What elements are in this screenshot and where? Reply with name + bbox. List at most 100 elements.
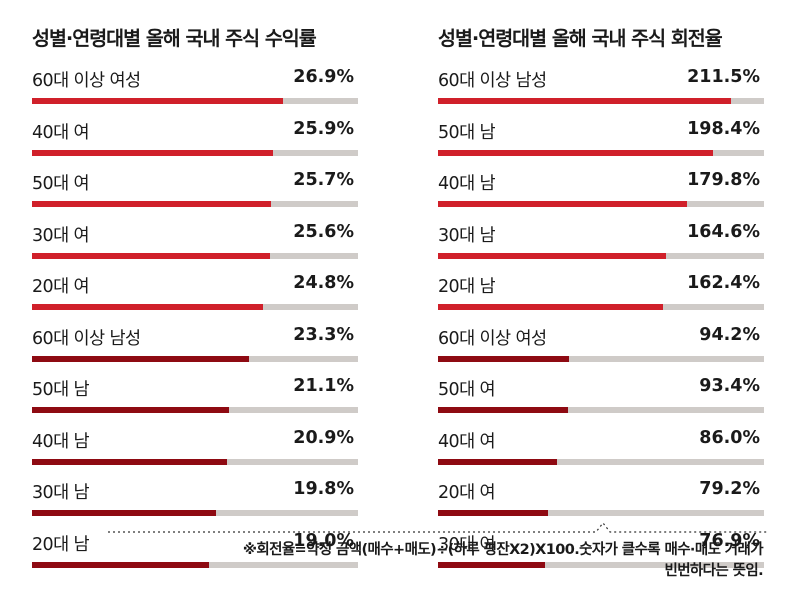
bar	[32, 407, 229, 413]
category-label: 20대 여	[32, 277, 90, 297]
bar-track	[438, 458, 764, 465]
bar-row: 50대 여 93.4%	[438, 376, 764, 426]
bar-track	[32, 510, 358, 516]
bar-track	[438, 201, 764, 207]
bar-row: 40대 남 20.9%	[32, 428, 358, 478]
bar	[438, 407, 568, 413]
category-label: 40대 여	[32, 122, 90, 143]
bar-track	[438, 510, 764, 516]
bar-track	[32, 458, 358, 465]
bar-row: 60대 이상 여성 26.9%	[32, 67, 358, 117]
bar	[32, 355, 250, 362]
bar	[438, 561, 545, 568]
category-label: 30대 여	[32, 225, 90, 246]
bar-row: 60대 이상 남성 211.5%	[438, 67, 764, 117]
bar-row: 50대 남 21.1%	[32, 376, 358, 426]
bar-track	[438, 149, 764, 156]
turnover-rate-chart-title: 성별·연령대별 올해 국내 주식 회전율	[438, 27, 723, 50]
bar-row: 20대 남 162.4%	[438, 273, 764, 323]
data-label: 94.2%	[699, 324, 760, 345]
bar-row: 30대 여 25.6%	[32, 222, 358, 272]
bar	[438, 458, 558, 465]
bar	[32, 201, 272, 207]
bar	[438, 304, 664, 310]
footnote-line-1: ※회전율=약정 금액(매수+매도)÷(하루 평잔X2)X100.숫자가 클수록 …	[242, 542, 764, 558]
bar	[438, 510, 548, 516]
category-label: 40대 여	[438, 431, 496, 452]
bar-row: 50대 여 25.7%	[32, 170, 358, 220]
data-label: 25.7%	[293, 170, 354, 190]
bar-track	[438, 355, 764, 362]
category-label: 60대 이상 남성	[32, 328, 141, 349]
data-label: 86.0%	[699, 427, 760, 448]
bar-row: 60대 이상 남성 23.3%	[32, 325, 358, 375]
data-label: 179.8%	[687, 170, 760, 190]
bar-track	[32, 561, 358, 568]
bar-track	[32, 98, 358, 104]
bar-track	[438, 407, 764, 413]
bar	[32, 458, 227, 465]
bar-row: 30대 남 164.6%	[438, 222, 764, 272]
bar-row: 30대 남 19.8%	[32, 479, 358, 529]
bar-row: 40대 여 25.9%	[32, 119, 358, 169]
bar	[438, 149, 714, 156]
data-label: 24.8%	[293, 273, 354, 293]
data-label: 21.1%	[293, 376, 354, 396]
data-label: 211.5%	[687, 67, 760, 87]
return-rate-chart-title: 성별·연령대별 올해 국내 주식 수익률	[32, 27, 317, 50]
footnote-line-2: 빈번하다는 뜻임.	[664, 563, 763, 579]
data-label: 162.4%	[687, 273, 760, 293]
data-label: 164.6%	[687, 221, 760, 242]
category-label: 20대 남	[32, 534, 90, 555]
category-label: 60대 이상 여성	[438, 328, 547, 349]
category-label: 40대 남	[32, 431, 90, 452]
bar-track	[438, 252, 764, 259]
data-label: 20.9%	[293, 427, 354, 448]
category-label: 30대 남	[32, 483, 90, 503]
bar-row: 20대 남 19.0%	[32, 531, 358, 581]
category-label: 30대 남	[438, 225, 496, 246]
bar	[438, 355, 569, 362]
bar-row: 40대 남 179.8%	[438, 170, 764, 220]
bar	[32, 510, 217, 516]
bar-row: 30대 여 76.9%	[438, 531, 764, 581]
data-label: 76.9%	[699, 530, 760, 551]
category-label: 60대 이상 남성	[438, 71, 547, 91]
category-label: 60대 이상 여성	[32, 71, 141, 91]
bar-row: 40대 여 86.0%	[438, 428, 764, 478]
bar-track	[32, 149, 358, 156]
category-label: 50대 여	[32, 174, 90, 194]
data-label: 26.9%	[293, 67, 354, 87]
bar	[32, 304, 263, 310]
data-label: 25.9%	[293, 118, 354, 139]
data-label: 198.4%	[687, 118, 760, 139]
bar-track	[32, 407, 358, 413]
bar-track	[438, 98, 764, 104]
bar-row: 50대 남 198.4%	[438, 119, 764, 169]
footnote-leader-line	[108, 522, 768, 533]
bar-track	[32, 201, 358, 207]
bar-track	[32, 304, 358, 310]
bar-row: 60대 이상 여성 94.2%	[438, 325, 764, 375]
data-label: 93.4%	[699, 376, 760, 396]
bar	[32, 98, 283, 104]
category-label: 20대 남	[438, 277, 496, 297]
bar	[32, 561, 209, 568]
bar-row: 20대 여 24.8%	[32, 273, 358, 323]
bar-track	[438, 304, 764, 310]
bar-track	[438, 561, 764, 568]
data-label: 19.8%	[293, 479, 354, 499]
bar	[32, 252, 271, 259]
bar-track	[32, 355, 358, 362]
category-label: 50대 남	[438, 122, 496, 143]
category-label: 40대 남	[438, 174, 496, 194]
data-label: 25.6%	[293, 221, 354, 242]
bar	[32, 149, 274, 156]
data-label: 23.3%	[293, 324, 354, 345]
bar	[438, 98, 732, 104]
bar-row: 20대 여 79.2%	[438, 479, 764, 529]
footnote: ※회전율=약정 금액(매수+매도)÷(하루 평잔X2)X100.숫자가 클수록 …	[123, 540, 764, 582]
category-label: 50대 남	[32, 380, 90, 400]
bar	[438, 252, 667, 259]
data-label: 19.0%	[293, 530, 354, 551]
